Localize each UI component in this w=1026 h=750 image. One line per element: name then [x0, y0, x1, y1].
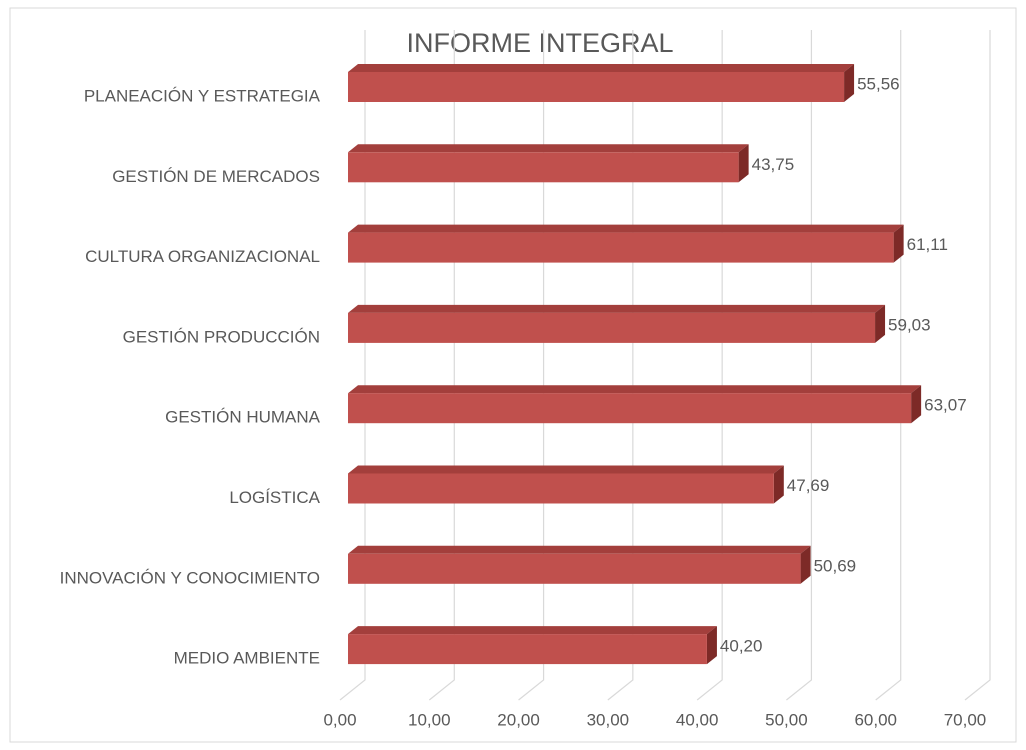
- bar-side: [773, 465, 784, 504]
- data-label: 43,75: [752, 155, 795, 174]
- bar: [348, 465, 784, 504]
- data-label: 59,03: [888, 315, 931, 334]
- bar: [348, 304, 886, 343]
- bar-side: [911, 385, 922, 424]
- y-tick-label: INNOVACIÓN Y CONOCIMIENTO: [60, 568, 320, 587]
- bar: [348, 64, 855, 102]
- x-tick-label: 10,00: [408, 710, 451, 729]
- data-label: 61,11: [907, 235, 948, 254]
- y-tick-label: GESTIÓN DE MERCADOS: [112, 167, 320, 186]
- y-tick-label: MEDIO AMBIENTE: [174, 649, 320, 668]
- chart-title: INFORME INTEGRAL: [406, 28, 673, 58]
- bar-top: [348, 64, 855, 72]
- bar-front: [348, 312, 876, 343]
- bar-side: [844, 64, 855, 102]
- data-label: 47,69: [787, 476, 830, 495]
- x-tick-label: 0,00: [323, 710, 356, 729]
- data-label: 55,56: [857, 74, 900, 93]
- bar: [348, 224, 904, 263]
- grid-line: [964, 30, 991, 701]
- bar-top: [348, 626, 717, 635]
- bar-top: [348, 545, 811, 554]
- bar-front: [348, 393, 912, 424]
- bar: [348, 626, 717, 665]
- data-label: 63,07: [924, 396, 967, 415]
- bar: [348, 144, 749, 183]
- x-tick-label: 40,00: [676, 710, 719, 729]
- y-tick-label: LOGÍSTICA: [229, 488, 320, 507]
- bar-top: [348, 304, 886, 313]
- y-tick-label: CULTURA ORGANIZACIONAL: [85, 247, 320, 266]
- bar-side: [706, 626, 717, 665]
- y-tick-label: GESTIÓN PRODUCCIÓN: [123, 327, 320, 346]
- bar: [348, 385, 922, 424]
- y-tick-label: PLANEACIÓN Y ESTRATEGIA: [84, 86, 321, 105]
- x-tick-label: 20,00: [497, 710, 540, 729]
- data-label: 50,69: [814, 556, 857, 575]
- bar-front: [348, 634, 707, 665]
- bar-front: [348, 232, 894, 263]
- bar-side: [800, 545, 811, 584]
- bar: [348, 545, 811, 584]
- x-tick-label: 30,00: [587, 710, 630, 729]
- bar-top: [348, 144, 749, 153]
- bar-front: [348, 553, 801, 584]
- bar-side: [875, 304, 886, 343]
- bar-front: [348, 473, 774, 504]
- x-tick-label: 60,00: [854, 710, 897, 729]
- bar-top: [348, 224, 904, 233]
- bar-top: [348, 385, 922, 394]
- bar-side: [893, 224, 904, 263]
- x-tick-label: 50,00: [765, 710, 808, 729]
- chart-border: [9, 7, 1017, 743]
- y-tick-label: GESTIÓN HUMANA: [165, 408, 321, 427]
- x-tick-label: 70,00: [944, 710, 987, 729]
- bar-front: [348, 152, 739, 183]
- bar-side: [738, 144, 749, 183]
- bar-front: [348, 72, 845, 102]
- bar-top: [348, 465, 784, 474]
- data-label: 40,20: [720, 637, 763, 656]
